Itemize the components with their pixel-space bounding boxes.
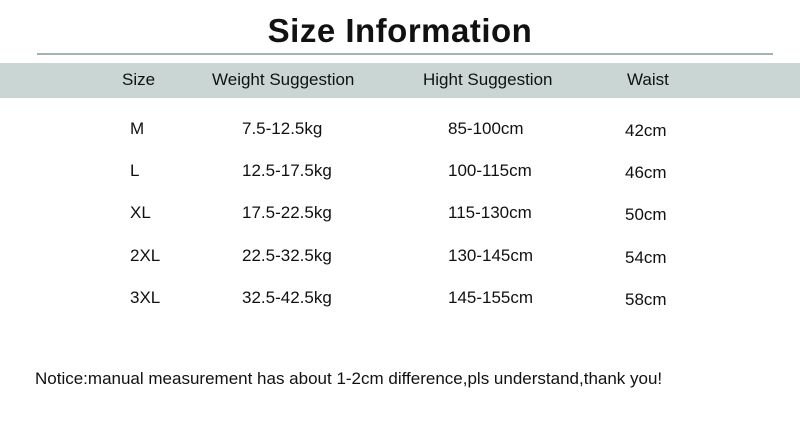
cell-weight: 17.5-22.5kg	[242, 203, 332, 222]
header-height: Hight Suggestion	[423, 70, 553, 89]
cell-size: XL	[130, 203, 151, 222]
cell-size: M	[130, 119, 145, 138]
cell-weight: 7.5-12.5kg	[242, 119, 323, 138]
table-header	[0, 63, 800, 98]
cell-height: 85-100cm	[448, 119, 524, 138]
cell-weight: 22.5-32.5kg	[242, 246, 332, 265]
cell-size: L	[130, 161, 140, 180]
cell-height: 130-145cm	[448, 246, 534, 265]
cell-waist: 46cm	[625, 163, 667, 182]
cell-waist: 50cm	[625, 205, 667, 224]
cell-height: 145-155cm	[448, 288, 534, 307]
cell-weight: 32.5-42.5kg	[242, 288, 332, 307]
cell-height: 115-130cm	[448, 203, 532, 222]
header-weight: Weight Suggestion	[212, 70, 355, 89]
cell-size: 2XL	[130, 246, 161, 265]
cell-height: 100-115cm	[448, 161, 532, 180]
cell-size: 3XL	[130, 288, 161, 307]
notice-text: Notice:manual measurement has about 1-2c…	[35, 369, 663, 388]
divider	[37, 53, 773, 55]
header-waist: Waist	[627, 70, 669, 89]
header-size: Size	[122, 70, 156, 89]
cell-waist: 54cm	[625, 248, 667, 267]
cell-waist: 42cm	[625, 121, 667, 140]
cell-weight: 12.5-17.5kg	[242, 161, 332, 180]
cell-waist: 58cm	[625, 290, 667, 309]
page-title: Size Information	[267, 12, 533, 49]
